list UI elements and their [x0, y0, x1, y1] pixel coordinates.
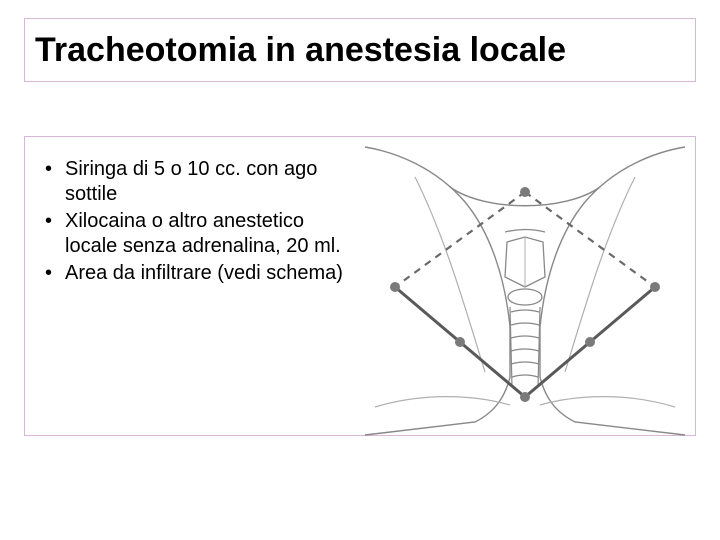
bullet-column: Siringa di 5 o 10 cc. con ago sottile Xi…: [25, 137, 355, 435]
larynx-trachea: [505, 230, 545, 388]
page-title: Tracheotomia in anestesia locale: [35, 31, 566, 70]
list-item: Siringa di 5 o 10 cc. con ago sottile: [43, 157, 345, 207]
list-item: Area da infiltrare (vedi schema): [43, 261, 345, 286]
diagram-column: [355, 137, 695, 435]
infiltration-rhombus: [390, 187, 660, 402]
neck-diagram-icon: [355, 137, 695, 437]
list-item: Xilocaina o altro anestetico locale senz…: [43, 209, 345, 259]
bullet-list: Siringa di 5 o 10 cc. con ago sottile Xi…: [43, 157, 345, 286]
title-container: Tracheotomia in anestesia locale: [24, 18, 696, 82]
content-container: Siringa di 5 o 10 cc. con ago sottile Xi…: [24, 136, 696, 436]
